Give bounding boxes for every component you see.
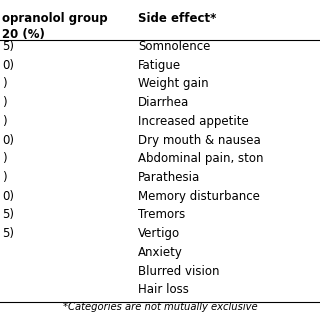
Text: Blurred vision: Blurred vision: [138, 265, 220, 277]
Text: ): ): [2, 171, 7, 184]
Text: 5): 5): [2, 40, 14, 53]
Text: ): ): [2, 77, 7, 91]
Text: Side effect*: Side effect*: [138, 12, 216, 25]
Text: Memory disturbance: Memory disturbance: [138, 190, 260, 203]
Text: Somnolence: Somnolence: [138, 40, 210, 53]
Text: 5): 5): [2, 208, 14, 221]
Text: 0): 0): [2, 59, 14, 72]
Text: Anxiety: Anxiety: [138, 246, 183, 259]
Text: *Categories are not mutually exclusive: *Categories are not mutually exclusive: [63, 302, 257, 312]
Text: Tremors: Tremors: [138, 208, 185, 221]
Text: Dry mouth & nausea: Dry mouth & nausea: [138, 133, 261, 147]
Text: opranolol group: opranolol group: [2, 12, 108, 25]
Text: Vertigo: Vertigo: [138, 227, 180, 240]
Text: Hair loss: Hair loss: [138, 283, 189, 296]
Text: ): ): [2, 115, 7, 128]
Text: Diarrhea: Diarrhea: [138, 96, 189, 109]
Text: 0): 0): [2, 133, 14, 147]
Text: 20 (%): 20 (%): [2, 28, 45, 41]
Text: ): ): [2, 152, 7, 165]
Text: 0): 0): [2, 190, 14, 203]
Text: ): ): [2, 96, 7, 109]
Text: 5): 5): [2, 227, 14, 240]
Text: Fatigue: Fatigue: [138, 59, 181, 72]
Text: Parathesia: Parathesia: [138, 171, 200, 184]
Text: Weight gain: Weight gain: [138, 77, 209, 91]
Text: Increased appetite: Increased appetite: [138, 115, 249, 128]
Text: Abdominal pain, ston: Abdominal pain, ston: [138, 152, 263, 165]
